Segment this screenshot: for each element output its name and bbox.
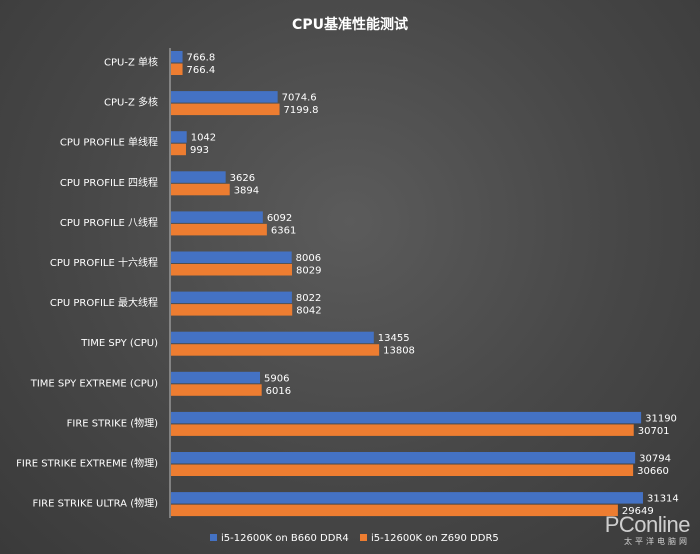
category-label: TIME SPY EXTREME (CPU) xyxy=(30,378,158,389)
bar-ddr4 xyxy=(171,331,374,344)
data-label: 13808 xyxy=(383,346,415,357)
data-label: 8006 xyxy=(296,253,321,264)
data-label: 993 xyxy=(190,145,209,156)
data-label: 8022 xyxy=(296,293,321,304)
bar-ddr4 xyxy=(171,371,261,384)
data-label: 6092 xyxy=(267,213,292,224)
data-label: 29649 xyxy=(622,506,654,517)
legend-label: i5-12600K on Z690 DDR5 xyxy=(371,533,499,544)
bar-ddr4 xyxy=(171,452,636,464)
legend-swatch xyxy=(360,534,367,541)
bar-ddr4 xyxy=(171,131,187,143)
category-label: FIRE STRIKE EXTREME (物理) xyxy=(16,457,158,470)
data-label: 8029 xyxy=(296,266,321,277)
bar-ddr5 xyxy=(171,504,618,517)
legend-label: i5-12600K on B660 DDR4 xyxy=(221,533,349,544)
data-label: 766.8 xyxy=(187,53,216,64)
bar-ddr4 xyxy=(171,492,643,504)
bar-ddr4 xyxy=(171,91,278,103)
bar-ddr5 xyxy=(171,304,293,316)
legend-swatch xyxy=(210,534,217,541)
category-label: CPU PROFILE 四线程 xyxy=(60,176,158,189)
bar-ddr5 xyxy=(171,183,230,196)
bar-ddr4 xyxy=(171,411,642,424)
chart-title: CPU基准性能测试 xyxy=(292,17,408,33)
bar-ddr4 xyxy=(171,211,263,223)
data-label: 30701 xyxy=(638,426,670,437)
data-label: 766.4 xyxy=(187,65,216,76)
data-label: 31314 xyxy=(647,494,679,505)
category-label: CPU PROFILE 十六线程 xyxy=(50,256,158,269)
data-label: 8042 xyxy=(296,306,321,317)
category-label: TIME SPY (CPU) xyxy=(80,338,158,349)
data-label: 30794 xyxy=(639,454,671,465)
data-label: 5906 xyxy=(264,373,289,384)
bar-ddr5 xyxy=(171,344,380,356)
category-label: FIRE STRIKE ULTRA (物理) xyxy=(32,497,158,510)
bar-ddr4 xyxy=(171,251,292,263)
data-label: 30660 xyxy=(637,466,669,477)
data-label: 3894 xyxy=(234,185,259,196)
bar-ddr4 xyxy=(171,171,226,183)
bar-ddr5 xyxy=(171,143,186,156)
bar-ddr5 xyxy=(171,424,634,436)
category-label: CPU PROFILE 八线程 xyxy=(60,216,158,229)
bar-ddr5 xyxy=(171,384,262,396)
legend: i5-12600K on B660 DDR4 i5-12600K on Z690 … xyxy=(210,533,499,544)
bar-ddr5 xyxy=(171,63,183,75)
bar-ddr5 xyxy=(171,103,280,116)
data-label: 7074.6 xyxy=(282,93,317,104)
category-label: FIRE STRIKE (物理) xyxy=(67,416,158,429)
category-label: CPU-Z 单核 xyxy=(104,56,158,69)
data-label: 3626 xyxy=(230,173,255,184)
category-label: CPU PROFILE 单线程 xyxy=(60,136,158,149)
data-label: 6361 xyxy=(271,225,296,236)
bar-ddr5 xyxy=(171,464,634,476)
bar-ddr4 xyxy=(171,51,183,63)
watermark-logo: PConline 太平洋电脑网 xyxy=(604,512,691,546)
data-label: 6016 xyxy=(266,386,291,397)
bar-ddr5 xyxy=(171,264,293,276)
data-label: 31190 xyxy=(645,413,677,424)
bar-ddr5 xyxy=(171,223,267,236)
category-label: CPU-Z 多核 xyxy=(104,96,158,109)
data-label: 1042 xyxy=(191,133,216,144)
data-label: 13455 xyxy=(378,333,410,344)
category-label: CPU PROFILE 最大线程 xyxy=(50,296,158,309)
data-label: 7199.8 xyxy=(284,105,319,116)
bar-ddr4 xyxy=(171,291,292,304)
